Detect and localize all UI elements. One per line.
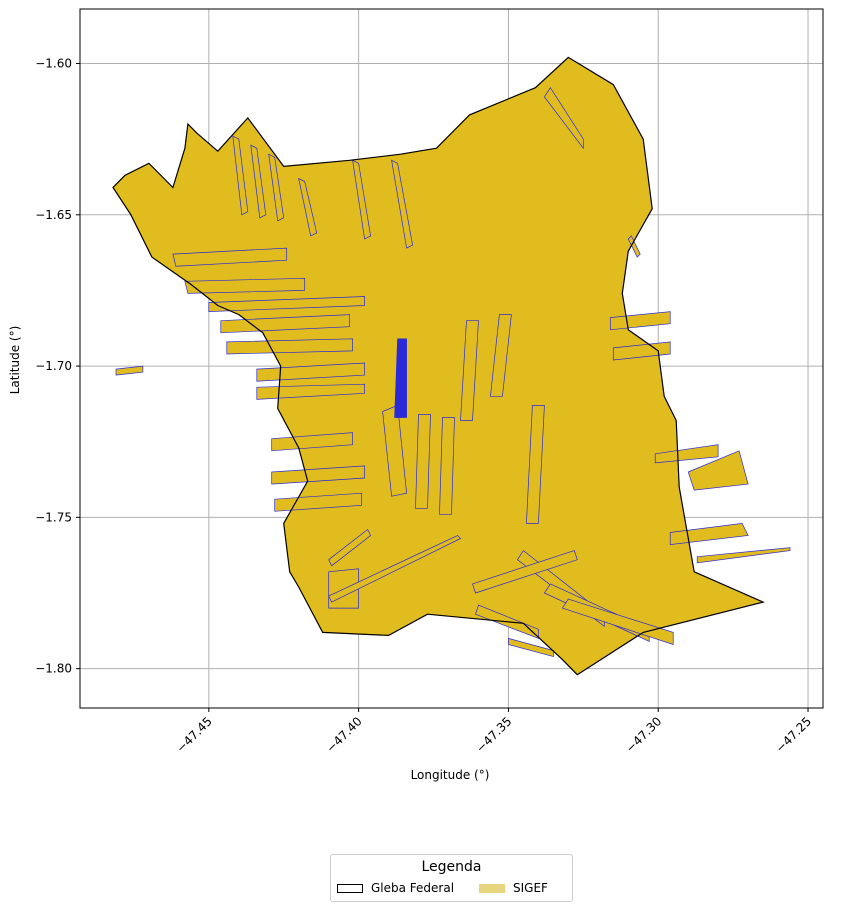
- x-tick-label: −47.25: [773, 714, 814, 755]
- sigef-parcel: [439, 417, 455, 515]
- sigef-parcel: [271, 432, 353, 452]
- sigef-parcel: [184, 277, 306, 294]
- sigef-parcel: [612, 341, 671, 361]
- legend-swatch-sigef: [479, 883, 505, 893]
- gleba-federal-boundary: [112, 56, 765, 676]
- y-tick-label: −1.65: [35, 208, 72, 222]
- sigef-parcel: [561, 598, 674, 645]
- sigef-parcel: [220, 314, 350, 334]
- x-tick-label: −47.35: [473, 714, 514, 755]
- sigef-parcel: [271, 465, 365, 485]
- sigef-parcel: [472, 550, 578, 594]
- y-tick-label: −1.70: [35, 359, 72, 373]
- plot-area: [112, 56, 791, 676]
- legend-label-sigef: SIGEF: [513, 881, 548, 895]
- sigef-parcel: [226, 338, 353, 355]
- x-tick-label: −47.30: [623, 714, 664, 755]
- y-axis-label: Latitude (°): [8, 326, 22, 395]
- sigef-parcel: [232, 135, 249, 216]
- sigef-parcel: [543, 87, 584, 150]
- sigef-parcel: [328, 535, 462, 603]
- legend-item-gleba-federal: Gleba Federal: [337, 881, 454, 895]
- sigef-parcel: [415, 414, 431, 509]
- y-tick-label: −1.80: [35, 662, 72, 676]
- sigef-parcel: [328, 528, 372, 567]
- legend-label-gleba-federal: Gleba Federal: [371, 881, 455, 895]
- x-axis-label: Longitude (°): [411, 768, 490, 782]
- sigef-parcel: [508, 637, 554, 658]
- sigef-parcel: [268, 153, 285, 222]
- sigef-parcel: [298, 177, 318, 237]
- sigef-parcel-highlight: [394, 338, 407, 418]
- sigef-area: [113, 57, 764, 675]
- sigef-parcel: [391, 159, 413, 249]
- sigef-parcel: [696, 547, 791, 564]
- sigef-parcel: [274, 492, 362, 512]
- legend-title: Legenda: [421, 859, 482, 875]
- x-tick-label: −47.45: [174, 714, 215, 755]
- sigef-parcel: [669, 523, 749, 545]
- y-tick-label: −1.75: [35, 510, 72, 524]
- x-tick-label: −47.40: [323, 714, 364, 755]
- sigef-parcel: [654, 444, 719, 464]
- sigef-parcel: [687, 450, 749, 491]
- y-tick-label: −1.60: [35, 56, 72, 70]
- sigef-parcel: [609, 311, 671, 331]
- sigef-parcel: [208, 296, 365, 312]
- sigef-parcel: [256, 383, 365, 400]
- legend-item-sigef: SIGEF: [479, 881, 548, 895]
- sigef-parcel: [526, 405, 545, 524]
- legend-swatch-gleba-federal: [337, 883, 363, 893]
- sigef-parcel: [352, 159, 371, 240]
- sigef-parcel: [250, 144, 267, 219]
- axes-frame: [79, 8, 824, 709]
- sigef-parcel: [490, 314, 512, 397]
- sigef-parcel: [382, 404, 407, 497]
- sigef-parcel: [627, 235, 641, 258]
- legend: Legenda Gleba Federal SIGEF: [330, 854, 573, 902]
- sigef-parcel: [115, 365, 144, 376]
- sigef-parcel: [256, 362, 365, 382]
- sigef-parcel: [460, 320, 479, 421]
- sigef-parcel: [172, 247, 288, 267]
